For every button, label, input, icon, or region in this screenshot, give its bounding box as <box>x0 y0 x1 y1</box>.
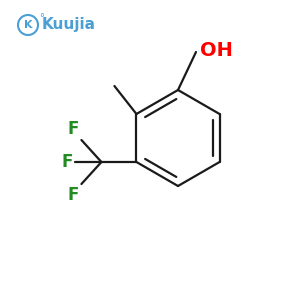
Text: Kuujia: Kuujia <box>42 17 96 32</box>
Text: F: F <box>67 186 78 204</box>
Text: F: F <box>67 120 78 138</box>
Text: OH: OH <box>200 40 233 59</box>
Text: F: F <box>61 153 72 171</box>
Text: K: K <box>24 20 32 30</box>
Text: °: ° <box>39 13 44 23</box>
